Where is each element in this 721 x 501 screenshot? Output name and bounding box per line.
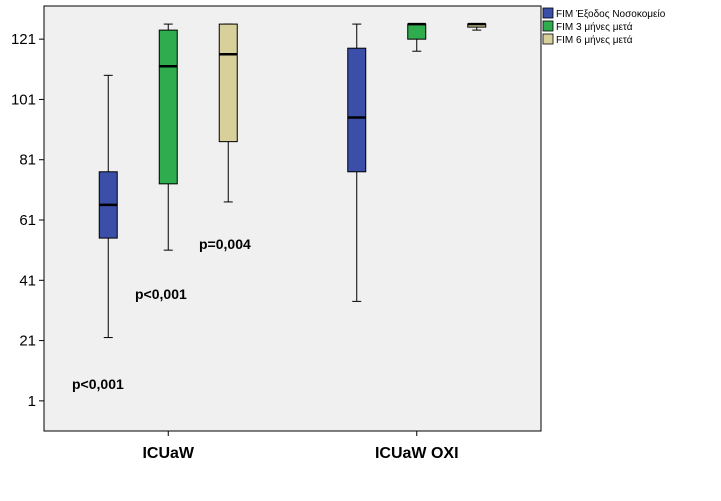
y-tick-label: 1 (28, 393, 36, 410)
y-tick-label: 101 (11, 91, 36, 108)
y-tick-label: 121 (11, 31, 36, 48)
y-tick-label: 41 (19, 272, 36, 289)
legend-swatch-discharge (542, 7, 554, 19)
box (407, 23, 427, 40)
x-category-label: ICUaW (142, 445, 194, 462)
plot-area (43, 5, 542, 432)
p-value-annotation: p<0,001 (135, 286, 187, 302)
boxes (98, 22, 487, 339)
legend-label-3-months: FIM 3 μήνες μετά (556, 21, 633, 33)
p-value-annotation: p=0,004 (199, 236, 251, 252)
box (158, 29, 178, 185)
p-value-annotation: p<0,001 (72, 376, 124, 392)
x-axis: ICUaW ICUaW OXI (142, 431, 459, 462)
legend-label-6-months: FIM 6 μήνες μετά (556, 34, 633, 46)
legend-label-discharge: FIM Έξοδος Νοσοκομείο (556, 8, 666, 20)
legend-swatch-6-months (542, 33, 554, 45)
y-tick-label: 81 (19, 152, 36, 169)
legend: FIM Έξοδος Νοσοκομείο FIM 3 μήνες μετά F… (542, 7, 666, 46)
annotations: p<0,001 p<0,001 p=0,004 (72, 236, 251, 392)
y-tick-label: 21 (19, 333, 36, 350)
box (218, 23, 238, 143)
box (347, 47, 367, 173)
y-tick-label: 61 (19, 212, 36, 229)
legend-swatch-3-months (542, 20, 554, 32)
x-category-label: ICUaW OXI (375, 445, 459, 462)
